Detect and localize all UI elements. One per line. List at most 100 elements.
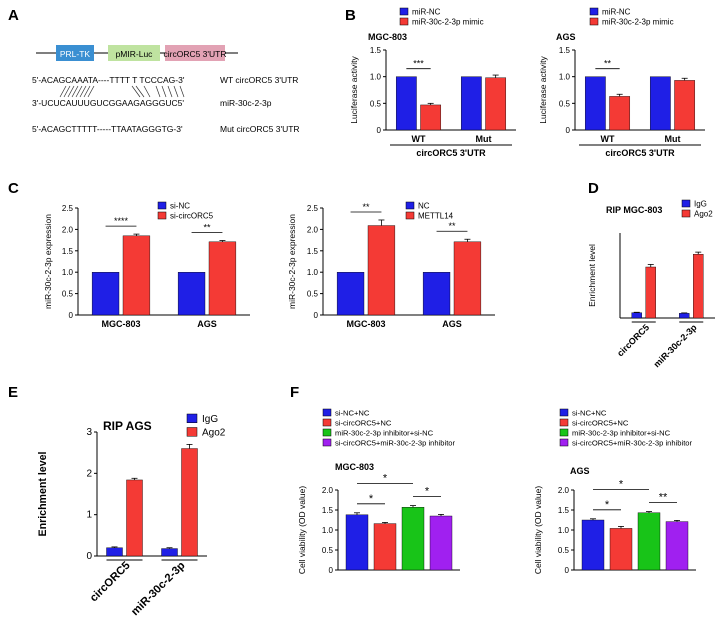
chart-title: MGC-803: [368, 32, 407, 42]
y-tick-label: 0.5: [307, 290, 319, 299]
mir-sequence-label: miR-30c-2-3p: [220, 98, 272, 108]
legend-swatch: [589, 7, 599, 16]
x-tick-label: AGS: [197, 319, 217, 329]
legend-label: si-NC+NC: [335, 409, 370, 418]
bar: [485, 77, 507, 131]
bar: [453, 241, 482, 316]
panel-letter-a: A: [8, 7, 19, 24]
bar: [181, 448, 198, 557]
bar: [122, 235, 151, 316]
x-tick-label: circORC5: [88, 560, 133, 605]
y-axis-label: miR-30c-2-3p expression: [43, 214, 53, 309]
y-tick-label: 0: [69, 311, 74, 320]
legend-swatch: [399, 7, 409, 16]
chart-b2: 0 0.5 1.0 1.5 Luciferase activity AGS miR-NCmi…: [538, 7, 705, 158]
legend-swatch: [681, 199, 691, 208]
chart-f2: 0 0.5 1.0 1.5 2.0 Cell viability (OD value) AG…: [533, 409, 696, 575]
sig-label: **: [604, 59, 612, 69]
sig-label: *: [619, 479, 624, 491]
y-tick-label: 0: [329, 566, 334, 575]
sig-label: **: [203, 223, 211, 233]
sig-label: *: [369, 493, 374, 505]
sig-label: *: [605, 499, 610, 511]
y-axis-label: Cell viability (OD value): [533, 486, 543, 574]
legend-label: Ago2: [694, 210, 713, 219]
y-tick-label: 1.0: [559, 73, 571, 82]
panel-letter-b: B: [345, 7, 356, 24]
circorc5-utr-box: [165, 45, 225, 61]
bar: [395, 76, 417, 131]
chart-title: MGC-803: [335, 462, 374, 472]
y-tick-label: 1.0: [62, 268, 74, 277]
legend-swatch: [186, 413, 198, 423]
x-tick-label: WT: [412, 134, 426, 144]
panel-letter-e: E: [8, 384, 18, 401]
panel-letter-d: D: [588, 180, 599, 197]
x-tick-label: miR-30c-2-3p: [652, 322, 699, 369]
legend-swatch: [322, 438, 332, 447]
y-tick-label: 1.0: [558, 526, 570, 535]
y-tick-label: 1.0: [322, 526, 334, 535]
bar: [420, 104, 442, 131]
bar: [609, 96, 631, 131]
panel-a-construct: PRL-TK pMIR-Luc circORC5 3'UTR: [36, 45, 238, 61]
legend-label: si-circORC5+miR-30c-2-3p inhibitor: [572, 439, 693, 448]
x-tick-label: miR-30c-2-3p: [129, 560, 188, 619]
legend-label: NC: [418, 202, 430, 211]
pmirluc-label: pMIR-Luc: [116, 49, 154, 59]
chart-title: RIP MGC-803: [606, 205, 662, 215]
legend-label: si-circORC5+miR-30c-2-3p inhibitor: [335, 439, 456, 448]
legend-swatch: [186, 427, 198, 437]
y-tick-label: 2.0: [322, 486, 334, 495]
legend-label: IgG: [694, 200, 707, 209]
bar: [581, 519, 605, 571]
sig-label: **: [448, 221, 456, 231]
chart-title: AGS: [570, 466, 590, 476]
x-tick-label: circORC5: [615, 322, 651, 358]
chart-b1: 0 0.5 1.0 1.5 Luciferase activity MGC-803 miR-…: [349, 7, 516, 158]
y-axis-label: Luciferase activity: [538, 55, 548, 123]
bar: [161, 548, 178, 557]
y-axis-label: Enrichment level: [37, 451, 49, 536]
x-tick-label: WT: [601, 134, 615, 144]
bar: [126, 479, 143, 557]
bar: [631, 312, 642, 319]
bar: [401, 507, 425, 571]
y-axis-label: Enrichment level: [587, 244, 597, 307]
panel-letter-c: C: [8, 180, 19, 197]
legend-label: si-circORC5: [170, 212, 214, 221]
y-tick-label: 1.5: [322, 506, 334, 515]
y-tick-label: 0.5: [558, 546, 570, 555]
y-tick-label: 0.5: [62, 290, 74, 299]
legend-label: si-circORC5+NC: [335, 419, 392, 428]
legend-swatch: [399, 17, 409, 26]
chart-title: RIP AGS: [103, 419, 152, 433]
wt-sequence-label: WT circORC5 3'UTR: [220, 75, 298, 85]
y-tick-label: 1.5: [307, 247, 319, 256]
legend-swatch: [559, 418, 569, 427]
legend-label: miR-30c-2-3p mimic: [412, 18, 484, 27]
legend-swatch: [322, 408, 332, 417]
y-axis-label: miR-30c-2-3p expression: [287, 214, 297, 309]
bar: [584, 76, 606, 131]
x-tick-label: Mut: [476, 134, 492, 144]
bar: [345, 514, 369, 571]
y-tick-label: 3: [86, 427, 92, 438]
legend-label: miR-NC: [602, 8, 631, 17]
y-tick-label: 0: [566, 126, 571, 135]
y-tick-label: 2: [86, 468, 92, 479]
x-tick-label: MGC-803: [101, 319, 140, 329]
y-axis-label: Cell viability (OD value): [297, 486, 307, 574]
wt-sequence: 5'-ACAGCAAATA----TTTT T TCCCAG-3': [32, 75, 185, 85]
bar: [373, 523, 397, 571]
bar: [679, 313, 690, 319]
y-axis-label: Luciferase activity: [349, 55, 359, 123]
sig-label: **: [659, 492, 668, 504]
bar: [674, 80, 696, 131]
legend-swatch: [559, 428, 569, 437]
legend-swatch: [559, 438, 569, 447]
prltk-box: [56, 45, 94, 61]
y-tick-label: 0.5: [322, 546, 334, 555]
